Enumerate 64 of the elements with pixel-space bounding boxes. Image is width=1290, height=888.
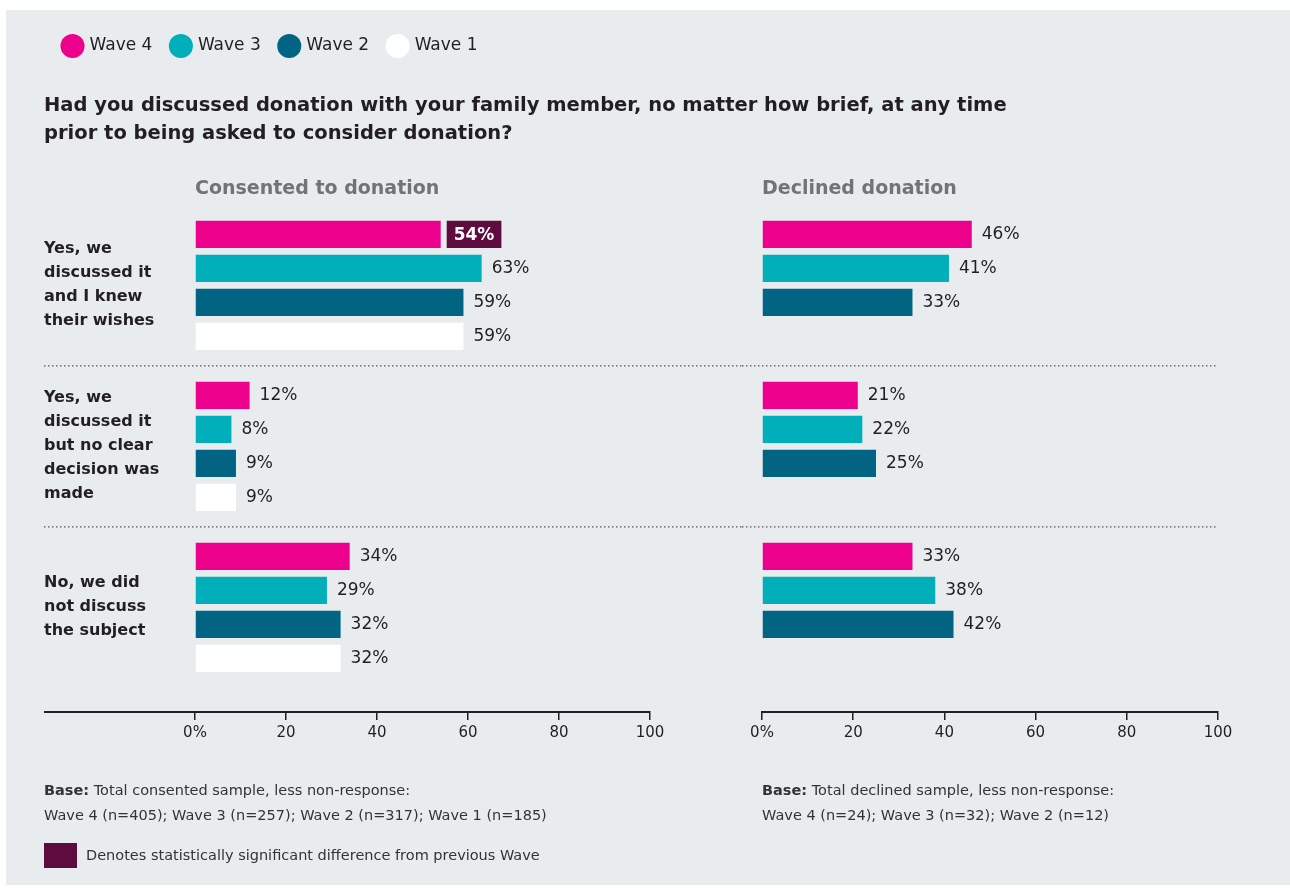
x-tick-label: 80 <box>549 722 569 741</box>
x-tick-label: 80 <box>1117 722 1137 741</box>
data-label: 21% <box>867 383 906 404</box>
chart-title: Had you discussed donation with your family member, no matter how brief, at any time prior to being asked to consider donation? <box>44 92 1008 146</box>
bar <box>195 381 250 409</box>
legend-label: Wave 3 <box>197 34 261 55</box>
x-tick-label: 60 <box>458 722 478 741</box>
data-label: 22% <box>872 417 911 438</box>
x-tick-label: 100 <box>635 722 665 741</box>
x-tick-label: 0% <box>183 722 207 741</box>
bar <box>762 610 954 638</box>
data-label: 29% <box>336 578 375 599</box>
bar <box>195 542 350 570</box>
bar <box>195 220 441 248</box>
text: Denotes statistically significant difference from previous Wave <box>86 847 540 863</box>
bar <box>762 576 936 604</box>
data-label: 42% <box>963 612 1002 633</box>
bar <box>195 254 482 282</box>
y-tick-label: Yes, we discussed it but no clear decision was made <box>43 387 160 503</box>
data-label: 9% <box>245 485 273 506</box>
bar <box>195 610 341 638</box>
data-label: 34% <box>359 544 398 565</box>
x-tick-label: 40 <box>367 722 387 741</box>
bar <box>762 449 876 477</box>
bar <box>195 415 232 443</box>
annotation: 54% <box>453 223 495 244</box>
bar <box>762 381 858 409</box>
bar <box>762 254 949 282</box>
y-tick-label: No, we did not discuss the subject <box>44 572 146 640</box>
text: Base: Total declined sample, less non-response: Wave 4 (n=24); Wave 3 (n=32); Wave 2 (n=12) <box>762 782 1115 823</box>
data-label: 32% <box>350 612 389 633</box>
data-label: 33% <box>922 544 961 565</box>
data-label: 46% <box>981 222 1020 243</box>
data-label: 8% <box>241 417 269 438</box>
bar <box>195 288 464 316</box>
legend-label: Wave 1 <box>414 34 478 55</box>
chart-subtitle: Consented to donation <box>195 176 440 199</box>
bar <box>762 542 913 570</box>
data-label: 41% <box>958 256 997 277</box>
bar <box>762 415 863 443</box>
chart-title: Declined donation <box>762 176 957 199</box>
y-tick-label: Yes, we discussed it and I knew their wishes <box>43 238 155 330</box>
data-label: 12% <box>259 383 298 404</box>
legend-label: Wave 2 <box>306 34 370 55</box>
bar <box>195 576 327 604</box>
x-tick-label: 100 <box>1203 722 1233 741</box>
x-tick-label: 40 <box>934 722 954 741</box>
data-label: 63% <box>491 256 530 277</box>
data-label: 38% <box>945 578 984 599</box>
data-label: 33% <box>922 290 961 311</box>
bar <box>195 449 236 477</box>
legend-label: Wave 4 <box>89 34 153 55</box>
data-label: 59% <box>473 324 512 345</box>
bar <box>762 288 913 316</box>
data-label: 25% <box>886 451 924 472</box>
x-tick-label: 0% <box>750 722 774 741</box>
bar <box>762 220 972 248</box>
data-label: 9% <box>245 451 273 472</box>
text: Base: Total consented sample, less non-response: Wave 4 (n=405); Wave 3 (n=257); Wave 2 (n=317); Wave 1 (n=185) <box>44 782 547 823</box>
data-label: 59% <box>473 290 512 311</box>
x-tick-label: 20 <box>843 722 863 741</box>
x-tick-label: 60 <box>1026 722 1046 741</box>
data-label: 32% <box>350 646 389 667</box>
x-tick-label: 20 <box>276 722 296 741</box>
